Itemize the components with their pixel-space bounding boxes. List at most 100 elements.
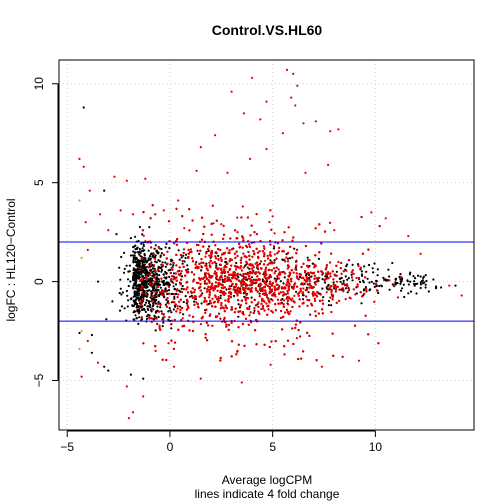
not-significant-point xyxy=(269,259,272,262)
significant-point xyxy=(175,207,178,210)
significant-point xyxy=(290,299,293,302)
significant-point xyxy=(255,281,258,284)
significant-point xyxy=(294,104,297,107)
not-significant-point xyxy=(156,277,159,280)
significant-point xyxy=(335,274,338,277)
significant-point xyxy=(257,255,260,258)
significant-point xyxy=(285,308,289,311)
significant-point xyxy=(230,321,233,324)
not-significant-point xyxy=(148,289,151,292)
significant-point xyxy=(188,229,191,232)
significant-point xyxy=(208,293,211,296)
not-significant-point xyxy=(157,315,160,319)
significant-point xyxy=(239,265,243,268)
not-significant-point xyxy=(273,259,276,262)
significant-point xyxy=(241,246,244,249)
significant-point xyxy=(329,285,332,288)
not-significant-point xyxy=(347,277,350,280)
significant-point xyxy=(283,231,286,234)
significant-point xyxy=(233,252,236,255)
significant-point xyxy=(175,310,178,313)
not-significant-point xyxy=(151,279,154,282)
not-significant-point xyxy=(167,318,170,321)
significant-point xyxy=(205,277,208,280)
not-significant-point xyxy=(137,274,140,277)
not-significant-point xyxy=(143,303,146,306)
not-significant-point xyxy=(141,260,144,263)
significant-point xyxy=(179,283,182,286)
not-significant-point xyxy=(143,254,146,257)
significant-point xyxy=(286,310,289,314)
significant-point xyxy=(211,282,214,285)
significant-point xyxy=(165,290,168,293)
significant-point xyxy=(197,266,200,269)
significant-point xyxy=(277,268,280,271)
not-significant-point xyxy=(139,305,142,308)
not-significant-point xyxy=(376,268,379,271)
significant-point xyxy=(138,307,141,310)
significant-point xyxy=(230,340,234,343)
significant-point xyxy=(313,263,316,266)
not-significant-point xyxy=(170,280,173,283)
significant-point xyxy=(302,122,305,125)
not-significant-point xyxy=(134,314,137,317)
significant-point xyxy=(271,311,274,314)
not-significant-point xyxy=(364,286,367,289)
significant-point xyxy=(299,335,302,338)
significant-point xyxy=(262,263,266,266)
significant-point xyxy=(287,278,290,281)
significant-point xyxy=(271,215,274,218)
not-significant-point xyxy=(158,260,161,263)
significant-point xyxy=(239,267,242,270)
not-significant-point xyxy=(170,327,173,330)
significant-point xyxy=(292,287,295,290)
significant-point xyxy=(221,306,224,309)
significant-point xyxy=(251,255,254,258)
significant-point xyxy=(193,273,196,276)
significant-point xyxy=(176,296,179,299)
significant-point xyxy=(319,293,322,296)
not-significant-point xyxy=(154,244,157,247)
not-significant-point xyxy=(373,285,376,288)
significant-point xyxy=(226,276,229,279)
not-significant-point xyxy=(173,295,176,299)
not-significant-point xyxy=(412,282,416,286)
significant-point xyxy=(199,249,202,252)
significant-point xyxy=(251,270,254,273)
significant-point xyxy=(235,283,238,286)
significant-point xyxy=(210,255,213,258)
not-significant-point xyxy=(424,286,427,289)
significant-point xyxy=(326,286,329,289)
not-significant-point xyxy=(261,278,264,281)
significant-point xyxy=(157,285,160,288)
significant-point xyxy=(200,216,204,219)
significant-point xyxy=(313,297,316,300)
significant-point xyxy=(338,299,341,302)
not-significant-point xyxy=(164,287,167,290)
significant-point xyxy=(211,305,214,308)
x-axis: −5 0 5 10 xyxy=(60,430,382,454)
not-significant-point xyxy=(142,265,145,268)
not-significant-point xyxy=(134,235,137,238)
significant-point xyxy=(181,325,184,328)
not-significant-point xyxy=(248,305,251,308)
significant-point xyxy=(263,273,266,276)
significant-point xyxy=(224,277,227,280)
not-significant-point xyxy=(155,249,158,252)
significant-point xyxy=(256,261,259,264)
significant-point xyxy=(246,273,249,276)
not-significant-point xyxy=(103,189,106,192)
significant-point xyxy=(289,310,292,313)
not-significant-point xyxy=(127,299,130,302)
significant-point xyxy=(273,293,277,296)
significant-point xyxy=(306,331,309,334)
not-significant-point xyxy=(440,286,443,289)
significant-point xyxy=(230,264,233,267)
significant-point xyxy=(223,293,226,296)
significant-point xyxy=(172,261,175,265)
not-significant-point xyxy=(125,264,128,267)
significant-point xyxy=(151,204,154,207)
not-significant-point xyxy=(419,275,422,278)
not-significant-point xyxy=(424,283,427,286)
significant-point xyxy=(341,355,344,358)
